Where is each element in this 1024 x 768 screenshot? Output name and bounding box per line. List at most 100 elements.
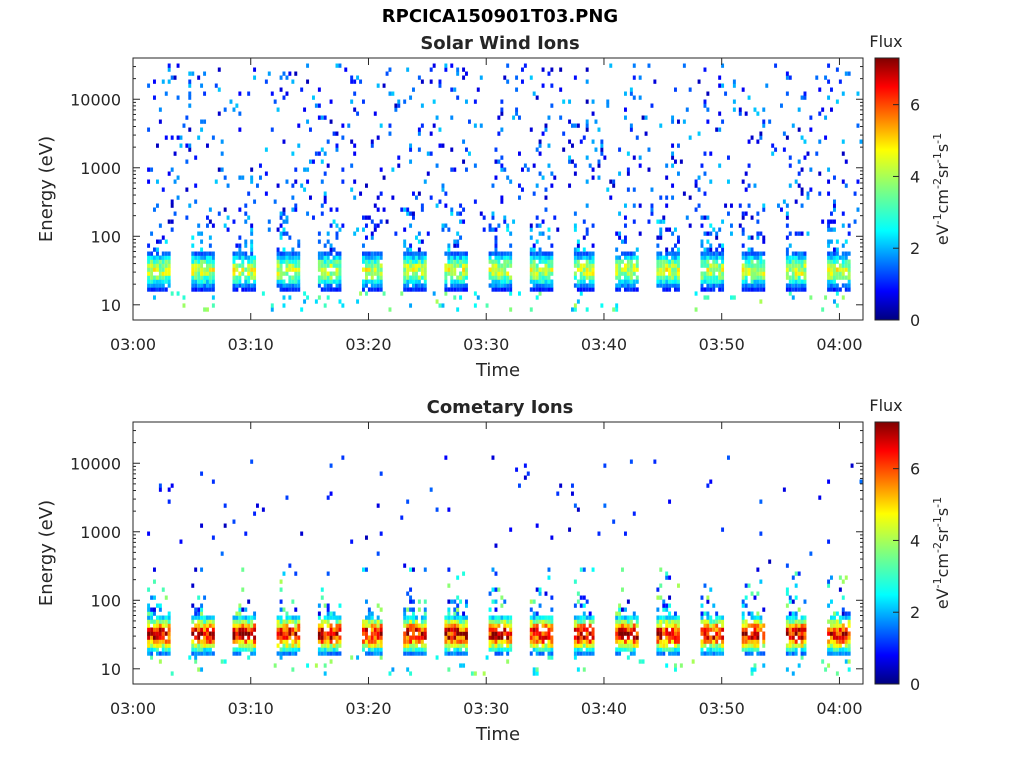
heatmap-cell bbox=[827, 191, 831, 196]
heatmap-cell bbox=[447, 635, 451, 640]
heatmap-cell bbox=[306, 211, 310, 216]
heatmap-cell bbox=[638, 95, 642, 100]
heatmap-cell bbox=[206, 615, 209, 620]
heatmap-cell bbox=[544, 635, 548, 640]
heatmap-cell bbox=[785, 263, 789, 268]
heatmap-cell bbox=[509, 263, 513, 268]
heatmap-cell bbox=[453, 259, 457, 264]
heatmap-cell bbox=[671, 119, 675, 124]
x-tick-label: 04:00 bbox=[816, 335, 862, 354]
heatmap-cell bbox=[338, 623, 342, 628]
heatmap-cell bbox=[232, 219, 236, 224]
heatmap-cell bbox=[585, 283, 589, 288]
heatmap-cell bbox=[370, 643, 374, 648]
heatmap-cell bbox=[338, 615, 342, 620]
heatmap-cell bbox=[541, 623, 545, 628]
heatmap-cell bbox=[465, 631, 468, 636]
heatmap-cell bbox=[453, 611, 457, 616]
heatmap-cell bbox=[509, 179, 513, 184]
heatmap-cell bbox=[512, 219, 516, 224]
heatmap-cell bbox=[420, 251, 424, 256]
heatmap-cell bbox=[538, 231, 542, 236]
heatmap-cell bbox=[712, 603, 716, 608]
heatmap-cell bbox=[668, 279, 672, 284]
heatmap-cell bbox=[544, 255, 548, 260]
heatmap-cell bbox=[197, 595, 201, 600]
heatmap-cell bbox=[700, 639, 704, 644]
heatmap-cell bbox=[303, 187, 307, 192]
heatmap-cell bbox=[462, 219, 466, 224]
heatmap-cell bbox=[150, 643, 154, 648]
heatmap-cell bbox=[220, 139, 224, 144]
heatmap-cell bbox=[800, 631, 804, 636]
heatmap-cell bbox=[538, 259, 542, 264]
heatmap-cell bbox=[550, 615, 554, 620]
heatmap-cell bbox=[462, 207, 466, 212]
heatmap-cell bbox=[756, 255, 760, 260]
heatmap-cell bbox=[338, 283, 342, 288]
heatmap-cell bbox=[594, 147, 598, 152]
heatmap-cell bbox=[253, 199, 257, 204]
heatmap-cell bbox=[276, 255, 280, 260]
heatmap-cell bbox=[579, 631, 583, 636]
heatmap-cell bbox=[721, 247, 725, 252]
heatmap-cell bbox=[400, 291, 404, 296]
heatmap-cell bbox=[541, 271, 545, 276]
heatmap-cell bbox=[253, 275, 257, 280]
heatmap-cell bbox=[326, 271, 330, 276]
heatmap-cell bbox=[147, 607, 151, 612]
heatmap-cell bbox=[753, 263, 757, 268]
heatmap-cell bbox=[462, 263, 466, 268]
heatmap-cell bbox=[285, 287, 289, 292]
heatmap-cell bbox=[632, 267, 636, 272]
heatmap-cell bbox=[317, 231, 321, 236]
heatmap-cell bbox=[409, 635, 413, 640]
heatmap-cell bbox=[785, 631, 789, 636]
heatmap-cell bbox=[791, 295, 795, 300]
heatmap-cell bbox=[830, 599, 833, 604]
heatmap-cell bbox=[253, 263, 257, 268]
heatmap-cell bbox=[326, 607, 330, 612]
heatmap-cell bbox=[844, 575, 848, 580]
heatmap-cell bbox=[332, 219, 336, 224]
heatmap-cell bbox=[591, 255, 595, 260]
heatmap-cell bbox=[662, 607, 666, 612]
heatmap-cell bbox=[285, 615, 289, 620]
heatmap-cell bbox=[841, 259, 845, 264]
heatmap-cell bbox=[276, 623, 280, 628]
heatmap-cell bbox=[323, 635, 327, 640]
heatmap-cell bbox=[462, 639, 466, 644]
heatmap-cell bbox=[150, 267, 154, 272]
heatmap-cell bbox=[632, 627, 636, 632]
heatmap-cell bbox=[203, 647, 207, 652]
heatmap-cell bbox=[662, 647, 666, 652]
heatmap-cell bbox=[788, 263, 792, 268]
heatmap-cell bbox=[456, 607, 460, 612]
heatmap-cell bbox=[615, 287, 619, 292]
heatmap-cell bbox=[635, 615, 639, 620]
heatmap-cell bbox=[515, 75, 519, 80]
heatmap-cell bbox=[785, 215, 789, 220]
heatmap-cell bbox=[203, 267, 207, 272]
heatmap-cell bbox=[453, 647, 457, 652]
heatmap-cell bbox=[827, 631, 831, 636]
heatmap-cell bbox=[712, 267, 716, 272]
x-tick-label: 03:20 bbox=[345, 335, 391, 354]
heatmap-cell bbox=[568, 159, 572, 164]
heatmap-cell bbox=[314, 103, 318, 108]
heatmap-cell bbox=[791, 283, 795, 288]
heatmap-cell bbox=[532, 275, 536, 280]
heatmap-cell bbox=[338, 635, 342, 640]
heatmap-cell bbox=[744, 627, 748, 632]
heatmap-cell bbox=[818, 111, 822, 116]
heatmap-cell bbox=[208, 263, 212, 268]
heatmap-cell bbox=[541, 639, 545, 644]
heatmap-cell bbox=[197, 259, 201, 264]
heatmap-cell bbox=[830, 271, 833, 276]
heatmap-cell bbox=[700, 287, 704, 292]
heatmap-cell bbox=[417, 287, 421, 292]
heatmap-cell bbox=[827, 79, 831, 84]
heatmap-cell bbox=[718, 651, 722, 656]
heatmap-cell bbox=[809, 127, 813, 132]
